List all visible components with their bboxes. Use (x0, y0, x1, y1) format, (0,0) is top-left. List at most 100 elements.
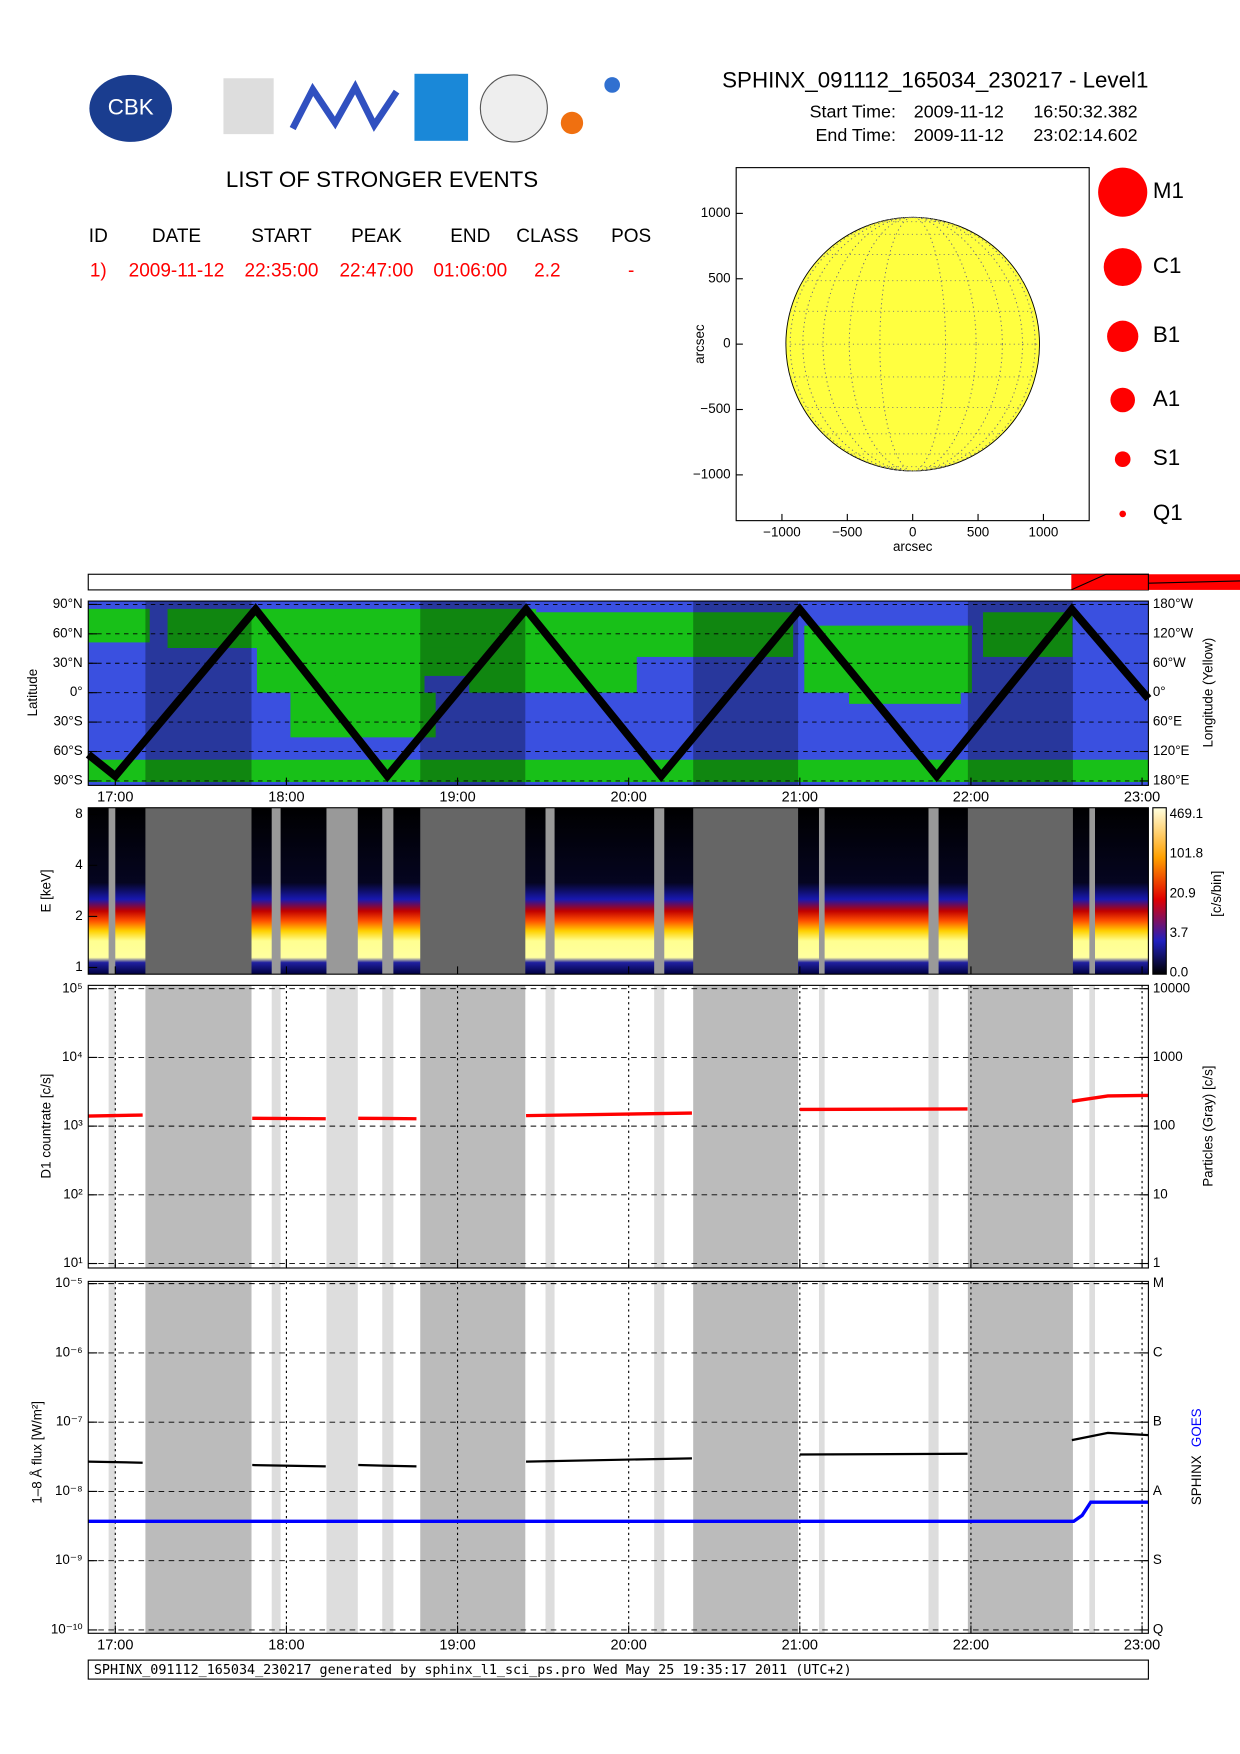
time-tick-label: 20:00 (611, 790, 647, 806)
text: 01:06:00 (433, 261, 507, 282)
gap-shade (108, 807, 116, 975)
y-tick-label: 10¹ (63, 1255, 83, 1270)
gap-shade (108, 1281, 116, 1634)
axis-label: 1–8 Å flux [W/m²] (30, 1401, 45, 1504)
gap-shade (928, 985, 939, 1268)
text: 2009-11-12 (914, 125, 1004, 145)
y2-tick-label: 1000 (1153, 1049, 1183, 1064)
time-tick-label: 22:00 (953, 790, 989, 806)
gap-shade (545, 985, 555, 1268)
x-tick-label: −1000 (763, 524, 801, 539)
logo (89, 74, 173, 142)
text: CLASS (516, 226, 578, 247)
y2-tick-label: 180°W (1153, 596, 1194, 611)
time-tick-label: 20:00 (611, 1637, 647, 1653)
time-tick-label: 21:00 (782, 1637, 818, 1653)
y2-tick-label: 120°E (1153, 743, 1190, 758)
text: 16:50:32.382 (1033, 102, 1137, 122)
time-tick-label: 21:00 (782, 790, 818, 806)
logos: CBK (89, 73, 620, 143)
flare-bar (1071, 574, 1240, 590)
flare-bar-lines (1071, 573, 1240, 591)
text: S1 (1153, 445, 1180, 470)
logo (223, 78, 274, 135)
gap-shade (1089, 985, 1096, 1268)
gap-shade (818, 807, 825, 975)
time-tick-label: 23:00 (1124, 790, 1160, 806)
y2-tick-label: 1 (1153, 1255, 1160, 1270)
y2-tick-label: 10000 (1153, 980, 1190, 995)
eclipse-shade (420, 1281, 526, 1634)
coverage-region (536, 612, 794, 657)
legend-marker (1110, 387, 1135, 413)
y2-tick-label: 0° (1153, 684, 1166, 699)
coverage-region (335, 647, 559, 676)
y-tick-label: 30°N (53, 655, 83, 670)
text: SPHINX_091112_165034_230217 - Level1 (722, 68, 1148, 93)
y-tick-label: 10³ (63, 1118, 83, 1133)
logo (289, 80, 400, 132)
time-tick-label: 17:00 (97, 790, 133, 806)
text: 2.2 (534, 261, 560, 282)
logo (560, 111, 584, 135)
eclipse-shade (145, 807, 252, 975)
y-tick-label: 1000 (701, 205, 731, 220)
coverage-region (88, 759, 1149, 783)
text: 23:02:14.602 (1033, 125, 1137, 145)
text: END (450, 226, 490, 247)
y2-tick-label: 60°W (1153, 655, 1186, 670)
time-tick-label: 22:00 (953, 1637, 989, 1653)
logo (414, 73, 469, 141)
countrate-line (88, 1093, 1149, 1121)
eclipse-shade (420, 807, 526, 975)
coverage-region (983, 612, 1073, 657)
y-tick-label: 10⁻⁵ (55, 1275, 83, 1290)
eclipse-shade (693, 985, 799, 1268)
gap-shade (382, 985, 394, 1268)
y-tick-label: 4 (75, 857, 83, 872)
axis-label: GOES (1189, 1408, 1204, 1447)
y-tick-label: 30°S (53, 714, 82, 729)
logo-text: CBK (108, 94, 154, 119)
text: - (628, 261, 634, 282)
y2-tick-label: 120°W (1153, 625, 1194, 640)
y-tick-label: 500 (708, 270, 730, 285)
gap-shade (108, 985, 116, 1268)
eclipse-shade (693, 807, 799, 975)
coverage-region (88, 608, 150, 643)
x-tick-label: 500 (967, 524, 989, 539)
colorbar-label: 469.1 (1170, 806, 1204, 821)
y-tick-label: 60°S (53, 743, 82, 758)
footer-box (87, 1659, 1149, 1680)
text: arcsec (893, 539, 933, 554)
legend-marker (1114, 451, 1131, 468)
axis-label: D1 countrate [c/s] (38, 1074, 53, 1179)
flux-line (88, 1431, 1149, 1468)
time-tick-label: 19:00 (439, 1637, 475, 1653)
gap-shade (928, 807, 939, 975)
legend-marker (1098, 167, 1148, 217)
flux-line (88, 1500, 1149, 1524)
logo (604, 77, 620, 93)
gap-shade (818, 1281, 825, 1634)
gap-shade (382, 1281, 394, 1634)
axis-label: SPHINX (1189, 1455, 1204, 1505)
y-tick-label: 10⁻⁸ (55, 1483, 83, 1498)
gap-shade (271, 985, 281, 1268)
y-tick-label: −500 (700, 401, 730, 416)
colorbar (1152, 807, 1167, 975)
time-tick-label: 17:00 (97, 1637, 133, 1653)
gap-shade (271, 1281, 281, 1634)
time-tick-label: 18:00 (268, 790, 304, 806)
y-tick-label: 10⁻¹⁰ (51, 1621, 83, 1636)
coverage-region (290, 692, 436, 738)
legend-marker (1103, 248, 1142, 287)
y-tick-label: −1000 (693, 466, 731, 481)
axis-label: E [keV] (38, 869, 53, 912)
text: 1) (90, 261, 107, 282)
eclipse-shade (145, 1281, 252, 1634)
time-tick-label: 19:00 (439, 790, 475, 806)
y2-tick-label: B (1153, 1414, 1162, 1429)
text: LIST OF STRONGER EVENTS (226, 167, 538, 192)
eclipse-shade (420, 985, 526, 1268)
